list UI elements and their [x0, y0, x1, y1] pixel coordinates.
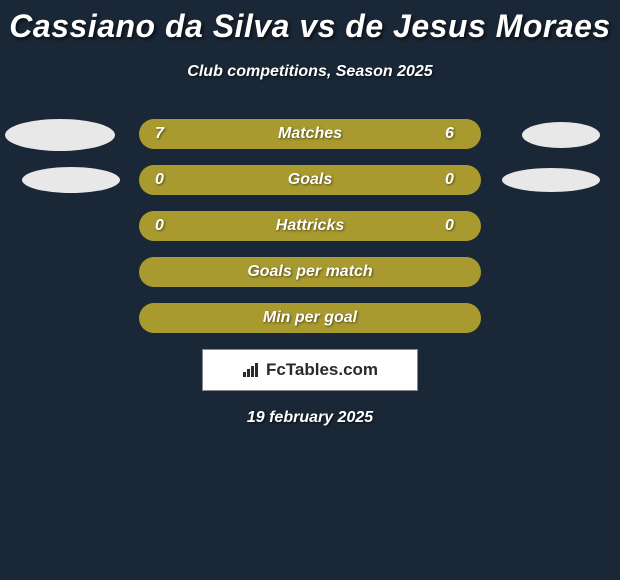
stat-right-value: 0 — [445, 217, 465, 235]
stat-bar: 0 Hattricks 0 — [139, 211, 481, 241]
stat-bar: 7 Matches 6 — [139, 119, 481, 149]
player-photo-right-2 — [502, 168, 600, 192]
player-photo-right-1 — [522, 122, 600, 148]
stats-area: 7 Matches 6 0 Goals 0 0 Hattricks 0 Goal… — [0, 119, 620, 427]
attribution-box[interactable]: FcTables.com — [202, 349, 418, 391]
comparison-subtitle: Club competitions, Season 2025 — [0, 63, 620, 81]
stat-right-value: 0 — [445, 171, 465, 189]
stat-bar: Goals per match — [139, 257, 481, 287]
player-photo-left-2 — [22, 167, 120, 193]
stat-bar: Min per goal — [139, 303, 481, 333]
attribution-text: FcTables.com — [266, 360, 378, 380]
stat-label: Goals per match — [247, 263, 372, 281]
player-photo-left-1 — [5, 119, 115, 151]
stat-bar: 0 Goals 0 — [139, 165, 481, 195]
stat-label: Goals — [288, 171, 332, 189]
stat-label: Hattricks — [276, 217, 344, 235]
stat-bars: 7 Matches 6 0 Goals 0 0 Hattricks 0 Goal… — [139, 119, 481, 333]
chart-icon — [242, 362, 262, 378]
stat-right-value: 6 — [445, 125, 465, 143]
stat-left-value: 0 — [155, 217, 175, 235]
date-text: 19 february 2025 — [0, 409, 620, 427]
stat-left-value: 0 — [155, 171, 175, 189]
stat-left-value: 7 — [155, 125, 175, 143]
stat-label: Matches — [278, 125, 342, 143]
stat-label: Min per goal — [263, 309, 357, 327]
comparison-title: Cassiano da Silva vs de Jesus Moraes — [0, 8, 620, 45]
